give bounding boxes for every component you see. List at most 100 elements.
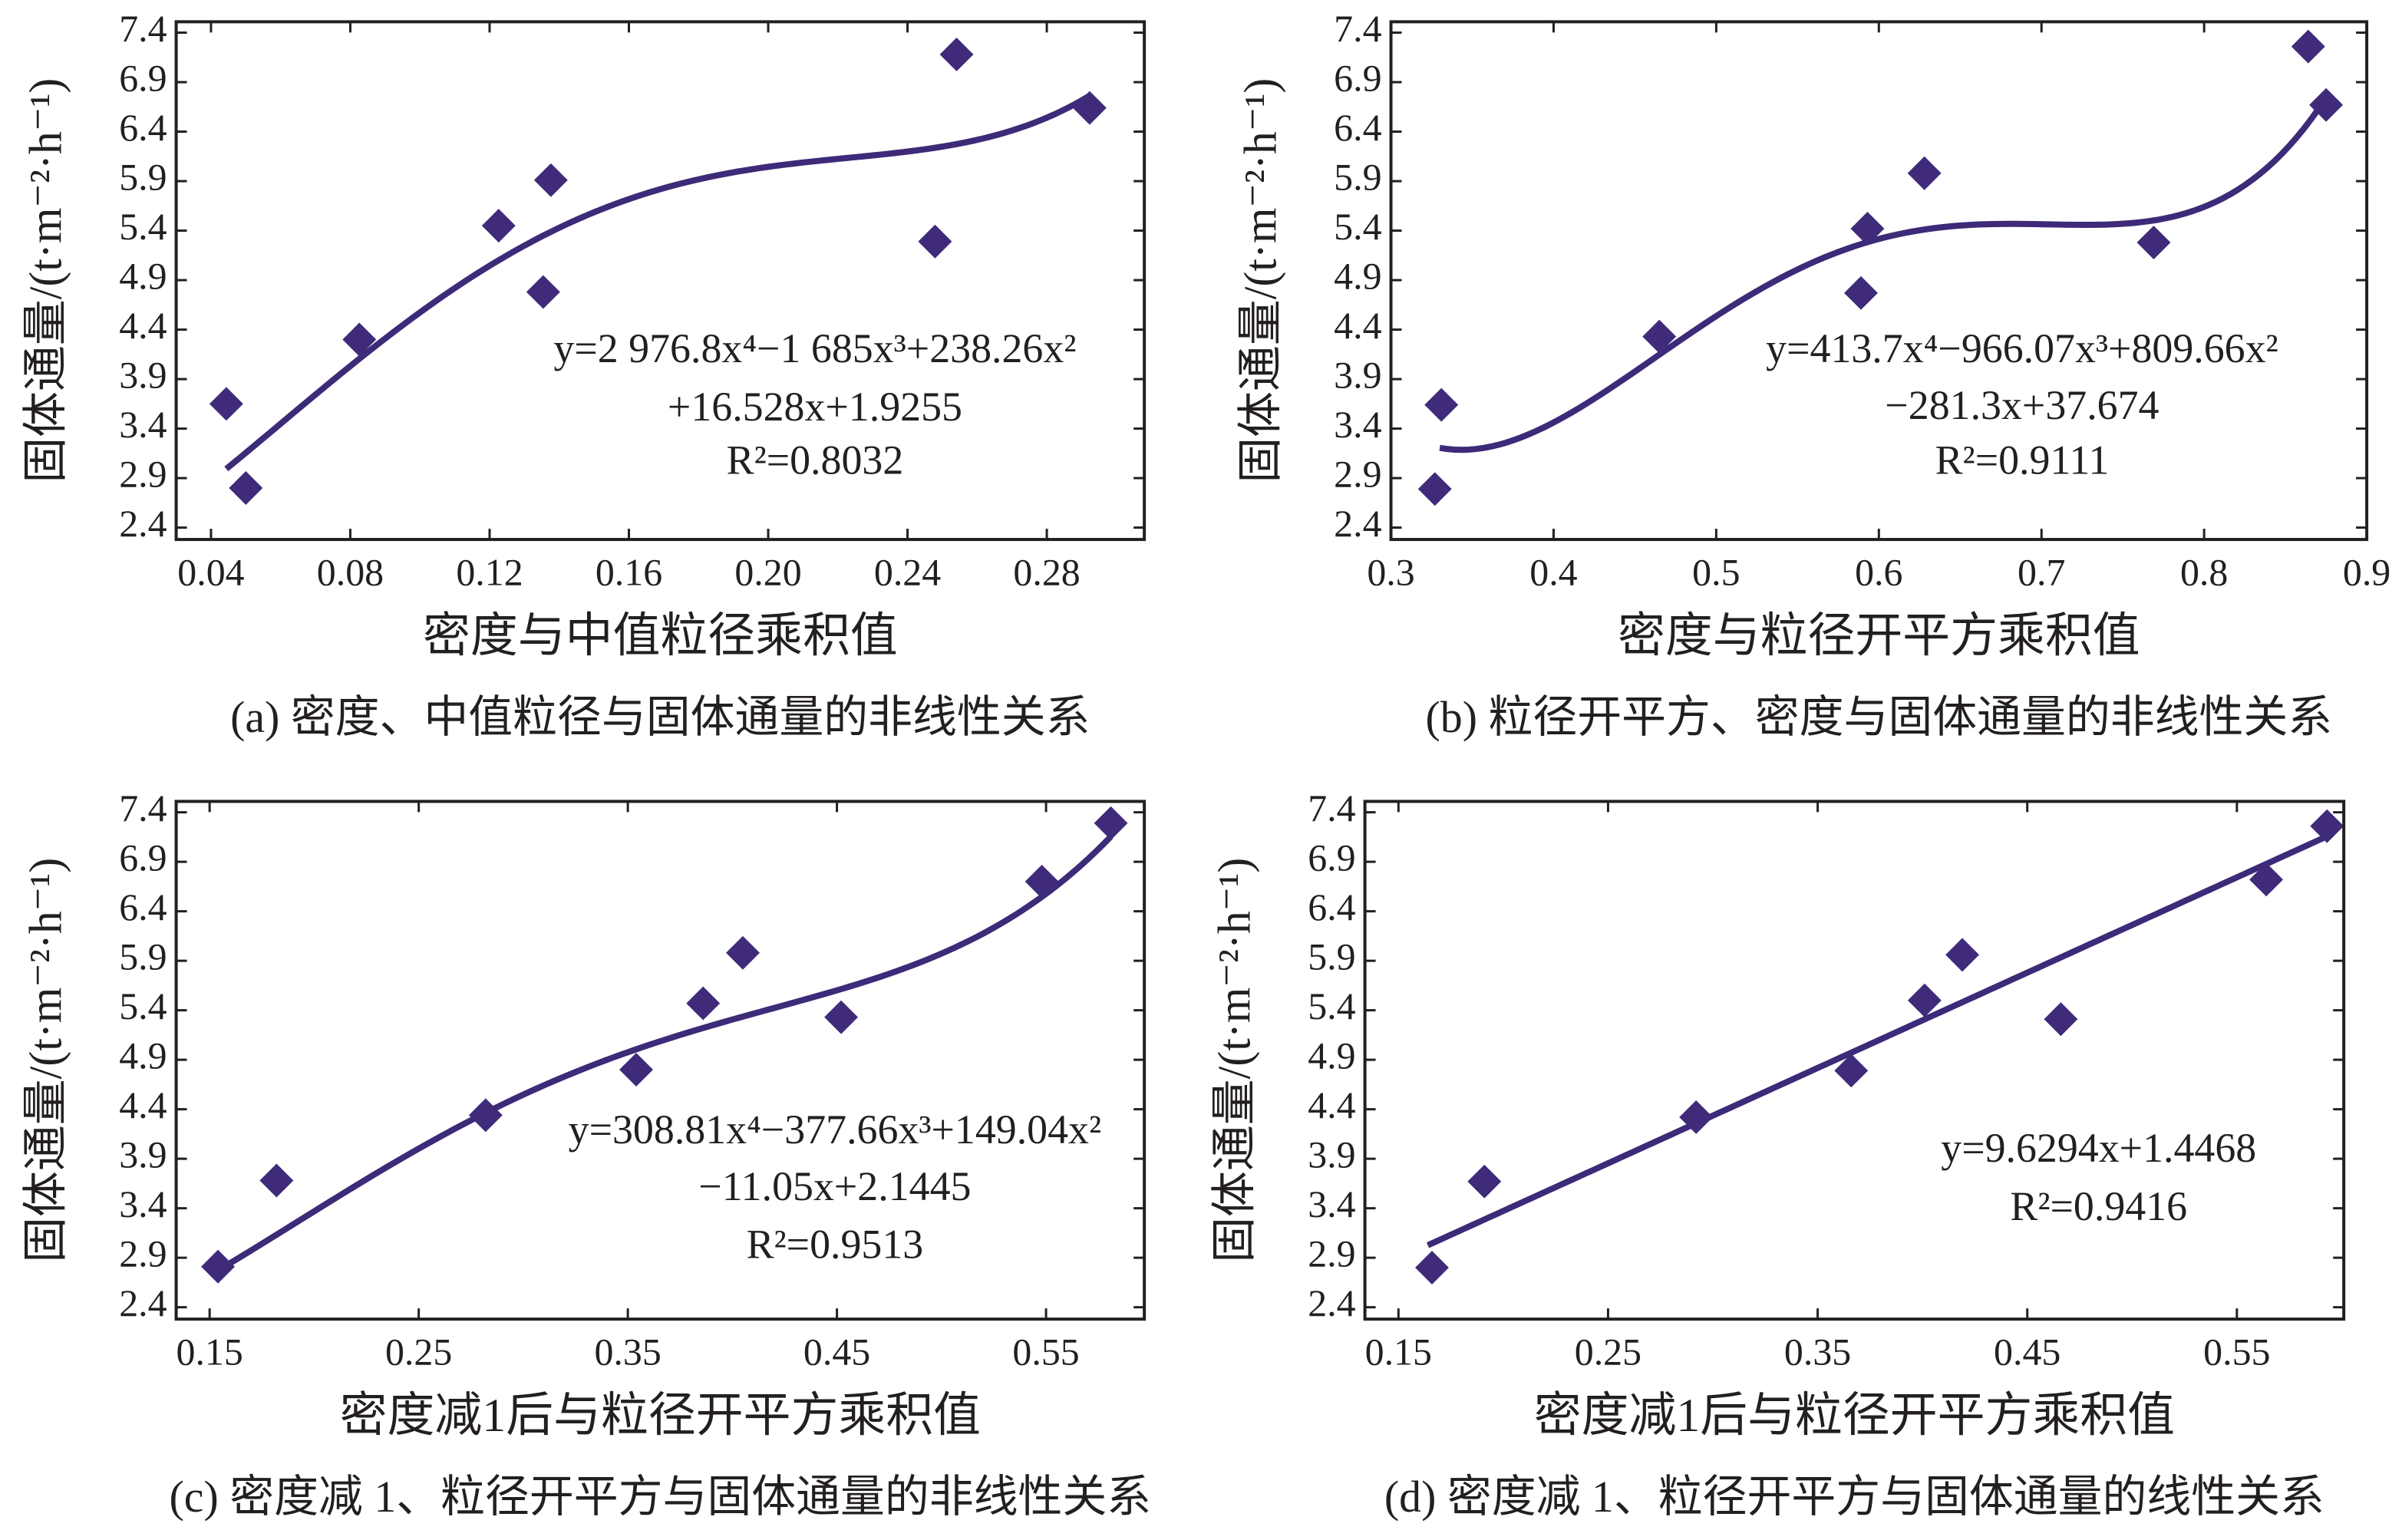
data-point (1850, 212, 1885, 246)
y-axis-label: 固体通量/(t·m⁻²·h⁻¹) (21, 78, 71, 483)
y-axis-label: 固体通量/(t·m⁻²·h⁻¹) (21, 858, 71, 1263)
y-tick-label: 7.4 (119, 8, 167, 50)
y-tick-label: 6.4 (119, 107, 167, 149)
y-tick-label: 6.4 (1334, 107, 1381, 149)
y-tick-label: 3.4 (1308, 1183, 1355, 1225)
y-tick-label: 3.4 (119, 1183, 167, 1225)
data-point (2291, 29, 2325, 64)
data-point (1424, 387, 1459, 422)
equation: y=308.81x⁴−377.66x³+149.04x² (569, 1106, 1101, 1153)
y-tick-label: 2.4 (1334, 503, 1381, 545)
x-tick-label: 0.35 (594, 1331, 661, 1373)
plot-frame (174, 20, 1147, 542)
y-tick-label: 5.9 (1308, 936, 1355, 978)
x-tick-label: 0.6 (1855, 551, 1902, 593)
x-tick-label: 0.16 (596, 551, 662, 593)
x-tick-label: 0.55 (2203, 1331, 2270, 1373)
y-tick-label: 4.4 (119, 305, 167, 347)
data-point (468, 1098, 503, 1133)
plot-frame (174, 800, 1147, 1321)
equation: R²=0.9513 (747, 1222, 924, 1268)
y-tick-label: 3.4 (1334, 404, 1381, 446)
x-tick-label: 0.4 (1529, 551, 1577, 593)
y-tick-label: 4.9 (119, 256, 167, 298)
trendline (1426, 833, 2331, 1248)
trendline (216, 834, 1114, 1274)
y-tick-label: 5.9 (119, 157, 167, 199)
x-axis-label: 密度与中值粒径乘积值 (423, 610, 898, 662)
equation: −281.3x+37.674 (1885, 382, 2159, 428)
x-tick-label: 0.04 (177, 551, 244, 593)
x-tick-label: 0.12 (456, 551, 523, 593)
x-tick-label: 0.15 (177, 1331, 243, 1373)
data-point (481, 209, 516, 243)
y-tick-label: 7.4 (1334, 8, 1381, 50)
equation: +16.528x+1.9255 (668, 384, 962, 430)
equation: y=2 976.8x⁴−1 685x³+238.26x² (553, 325, 1076, 371)
data-point (229, 471, 263, 505)
y-tick-label: 4.9 (1334, 256, 1381, 298)
caption: (c) 密度减 1、粒径开平方与固体通量的非线性关系 (170, 1472, 1152, 1522)
data-point (918, 224, 952, 259)
data-point (1945, 938, 1979, 972)
y-tick-label: 5.9 (1334, 157, 1381, 199)
y-tick-label: 4.4 (119, 1084, 167, 1126)
data-point (686, 986, 721, 1021)
data-point (1844, 275, 1878, 310)
data-point (1094, 806, 1128, 840)
y-axis-label: 固体通量/(t·m⁻²·h⁻¹) (1236, 78, 1286, 483)
y-tick-label: 2.9 (1308, 1233, 1355, 1275)
data-point (2044, 1002, 2078, 1037)
y-tick-label: 3.9 (1308, 1134, 1355, 1176)
x-tick-label: 0.8 (2180, 551, 2228, 593)
panel: 2.4 2.9 3.4 3.9 4.4 4.9 5.4 5.9 6.4 6.9 7.4 0.15 0.2… (21, 787, 1152, 1522)
equation: R²=0.9416 (2010, 1183, 2187, 1229)
data-point (726, 935, 760, 970)
x-tick-label: 0.7 (2018, 551, 2065, 593)
data-point (2309, 87, 2344, 122)
data-point (2136, 226, 2171, 260)
x-tick-label: 0.25 (1575, 1331, 1641, 1373)
data-point (1834, 1054, 1869, 1088)
x-tick-label: 0.24 (874, 551, 941, 593)
x-tick-label: 0.28 (1013, 551, 1080, 593)
y-tick-label: 4.4 (1308, 1084, 1355, 1126)
y-tick-label: 7.4 (119, 787, 167, 829)
x-axis-label: 密度与粒径开平方乘积值 (1618, 610, 2140, 662)
y-tick-label: 3.9 (119, 1134, 167, 1176)
y-tick-label: 3.9 (119, 354, 167, 397)
x-tick-label: 0.55 (1012, 1331, 1079, 1373)
x-tick-label: 0.25 (385, 1331, 452, 1373)
y-tick-label: 5.4 (1308, 985, 1355, 1027)
y-tick-label: 2.4 (1308, 1282, 1355, 1324)
y-tick-label: 5.9 (119, 936, 167, 978)
caption: (d) 密度减 1、粒径开平方与固体通量的线性关系 (1384, 1472, 2324, 1522)
panel: 2.4 2.9 3.4 3.9 4.4 4.9 5.4 5.9 6.4 6.9 7.4 0.3 0.4 0… (1236, 8, 2391, 742)
data-point (619, 1053, 653, 1087)
data-point (1467, 1164, 1502, 1199)
data-point (1907, 983, 1942, 1017)
plot-frame (1363, 800, 2346, 1321)
y-tick-label: 3.4 (119, 404, 167, 446)
panel: 2.4 2.9 3.4 3.9 4.4 4.9 5.4 5.9 6.4 6.9 7.4 0.15 0.2… (1209, 787, 2346, 1522)
y-tick-label: 7.4 (1308, 787, 1355, 829)
data-point (1907, 156, 1942, 190)
equation: y=413.7x⁴−966.07x³+809.66x² (1766, 325, 2278, 371)
y-axis-label: 固体通量/(t·m⁻²·h⁻¹) (1209, 858, 1260, 1263)
y-tick-label: 6.9 (1308, 837, 1355, 879)
y-tick-label: 2.9 (1334, 453, 1381, 496)
equation: −11.05x+2.1445 (698, 1163, 971, 1209)
x-tick-label: 0.08 (317, 551, 384, 593)
y-tick-label: 5.4 (119, 206, 167, 248)
data-point (1072, 91, 1107, 125)
y-tick-label: 4.9 (1308, 1035, 1355, 1077)
data-point (1415, 1251, 1449, 1285)
x-axis-label: 密度减1后与粒径开平方乘积值 (340, 1390, 981, 1442)
y-tick-label: 6.9 (119, 837, 167, 879)
data-point (1417, 472, 1452, 506)
y-tick-label: 6.4 (119, 886, 167, 928)
data-point (209, 387, 243, 421)
data-point (533, 163, 568, 197)
x-axis-label: 密度减1后与粒径开平方乘积值 (1534, 1390, 2175, 1442)
